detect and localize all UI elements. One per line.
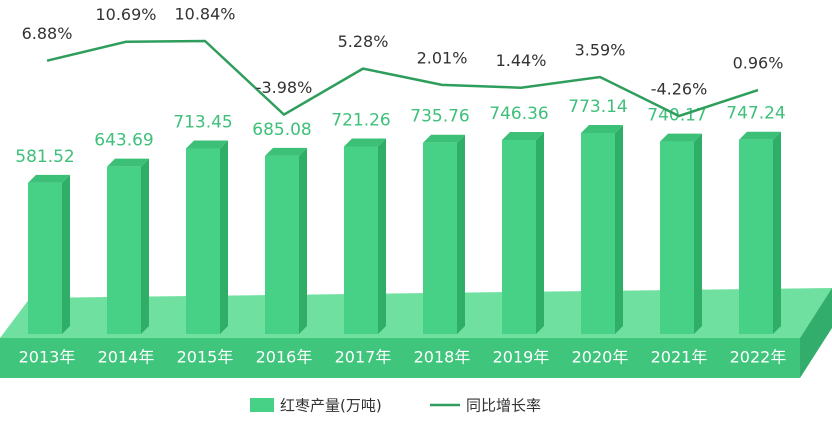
- bar: [502, 139, 536, 334]
- bar-side: [62, 174, 70, 334]
- plot: 581.52 643.69 713.45 685.08 721.26 735.76 746.…: [15, 5, 786, 334]
- bar-value-label: 643.69: [94, 131, 153, 151]
- bar-side: [220, 140, 228, 334]
- legend-label: 红枣产量(万吨): [280, 397, 382, 415]
- bar-top: [186, 140, 228, 149]
- bar-value-label: 735.76: [410, 107, 469, 127]
- x-tick-label: 2019年: [493, 348, 550, 367]
- bar-top: [423, 134, 465, 143]
- legend: 红枣产量(万吨) 同比增长率: [250, 397, 541, 415]
- bar-value-label: 773.14: [568, 97, 627, 117]
- line-value-label: 10.84%: [174, 5, 235, 24]
- line-value-label: 10.69%: [95, 5, 156, 24]
- line-value-label: 3.59%: [575, 41, 626, 60]
- x-tick-label: 2020年: [572, 348, 629, 367]
- x-tick-label: 2022年: [730, 348, 787, 367]
- bar-value-label: 713.45: [173, 113, 232, 133]
- bar-value-label: 747.24: [726, 104, 785, 124]
- bar-side: [615, 125, 623, 334]
- bar-top: [581, 125, 623, 133]
- bar-top: [502, 131, 544, 140]
- bar-side: [141, 158, 149, 334]
- bar-top: [739, 131, 781, 140]
- bar-top: [344, 138, 386, 147]
- bar: [265, 155, 299, 334]
- bar: [107, 166, 141, 334]
- line-value-label: 1.44%: [496, 51, 547, 70]
- bar-side: [773, 131, 781, 334]
- bar-side: [536, 131, 544, 334]
- x-tick-label: 2016年: [256, 348, 313, 367]
- bar: [423, 142, 457, 334]
- bar-value-label: 581.52: [15, 147, 74, 167]
- floor-front: [0, 338, 800, 378]
- floor-side: [800, 288, 832, 378]
- bar: [739, 139, 773, 334]
- x-tick-label: 2017年: [335, 348, 392, 367]
- line-value-label: -4.26%: [651, 80, 708, 99]
- bar-top: [660, 133, 702, 142]
- bar: [344, 146, 378, 334]
- bar-side: [378, 138, 386, 334]
- line-value-label: 5.28%: [338, 32, 389, 51]
- bar: [186, 148, 220, 334]
- line-value-label: 6.88%: [22, 24, 73, 43]
- line-value-label: 2.01%: [417, 48, 468, 67]
- bar-top: [265, 147, 307, 156]
- bar-value-label: 721.26: [331, 110, 390, 130]
- bar-value-label: 746.36: [489, 104, 548, 124]
- x-tick-label: 2014年: [98, 348, 155, 367]
- line-value-label: 0.96%: [733, 54, 784, 73]
- x-tick-label: 2015年: [177, 348, 234, 367]
- legend-swatch: [250, 398, 274, 412]
- bar: [581, 133, 615, 334]
- bar-top: [28, 174, 70, 183]
- bar-side: [299, 147, 307, 334]
- bar: [660, 141, 694, 334]
- line-value-label: -3.98%: [256, 78, 313, 97]
- bar-side: [694, 133, 702, 334]
- x-tick-label: 2013年: [19, 348, 76, 367]
- bar-side: [457, 134, 465, 334]
- x-tick-label: 2018年: [414, 348, 471, 367]
- bar-value-label: 685.08: [252, 120, 311, 140]
- bar: [28, 182, 62, 334]
- legend-label: 同比增长率: [466, 397, 541, 415]
- bar-top: [107, 158, 149, 167]
- line: [46, 39, 759, 118]
- x-tick-label: 2021年: [651, 348, 708, 367]
